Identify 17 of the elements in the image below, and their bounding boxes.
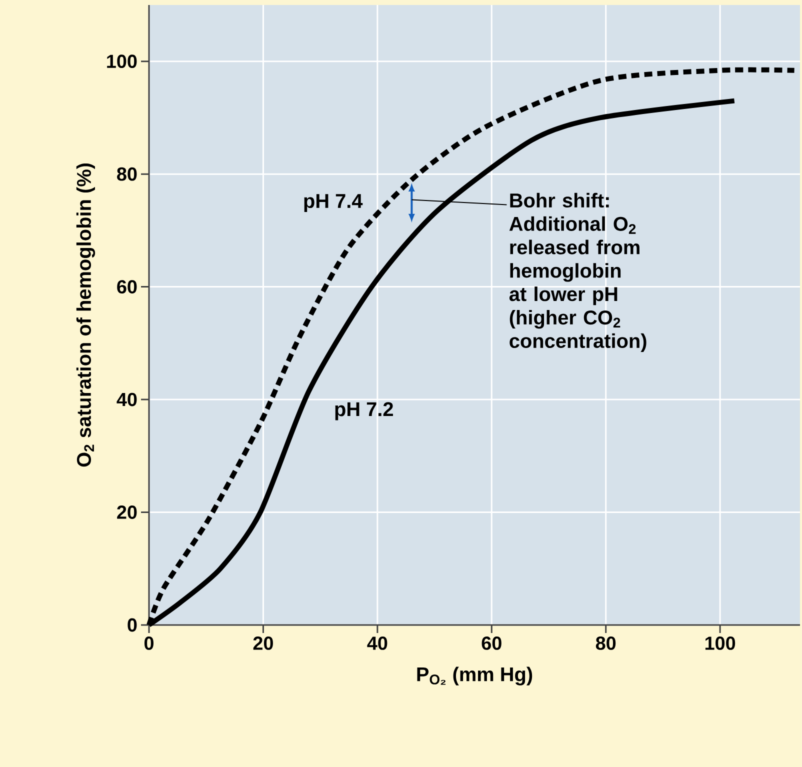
- y-tick-label: 100: [107, 54, 137, 68]
- y-axis-title: O$_{2}$ saturation of hemoglobin (%): [76, 164, 96, 467]
- y-tick-label: 20: [117, 506, 137, 519]
- x-tick-label: 80: [596, 636, 616, 650]
- y-tick-label: 40: [116, 392, 137, 406]
- y-tick-label: 60: [117, 280, 137, 294]
- y-tick-label: 80: [117, 167, 137, 181]
- series-label: pH 7.2: [335, 402, 393, 420]
- x-axis-title: P$_{O₂}$ (mm Hg): [417, 666, 532, 686]
- text: Bohr shift: Additional O$_{2}$ released from hemoglobin at lower pH (higher CO$_{2}$ concentration): [509, 192, 646, 352]
- x-tick-label: 0: [144, 636, 154, 650]
- x-tick-label: 40: [367, 636, 388, 650]
- series-label: pH 7.4: [304, 194, 363, 212]
- x-tick-label: 60: [482, 636, 502, 650]
- x-tick-label: 20: [253, 636, 273, 650]
- x-tick-label: 100: [705, 636, 736, 650]
- y-tick-label: 0: [128, 618, 137, 632]
